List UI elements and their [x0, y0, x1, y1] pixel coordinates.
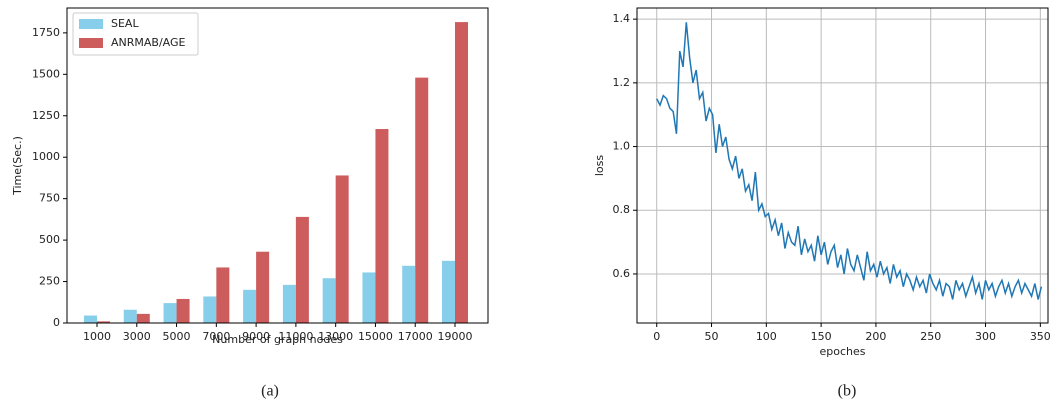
x-tick-label: 13000: [318, 330, 353, 343]
caption: (a): [261, 383, 279, 400]
legend-box: [72, 12, 199, 56]
x-tick-label: 200: [865, 330, 886, 343]
x-tick-label: 7000: [202, 330, 230, 343]
y-axis-label: loss: [593, 155, 606, 177]
x-tick-label: 300: [975, 330, 996, 343]
legend-swatch: [79, 38, 103, 48]
y-tick-label: 0: [53, 316, 60, 329]
bar: [295, 216, 309, 323]
x-tick-label: 9000: [242, 330, 270, 343]
bar: [362, 272, 376, 323]
bar: [216, 267, 230, 323]
x-tick-label: 350: [1030, 330, 1050, 343]
bar: [455, 22, 468, 324]
y-axis-label: Time(Sec.): [11, 136, 24, 196]
bar: [176, 298, 190, 323]
y-tick-label: 250: [39, 275, 60, 288]
x-tick-label: 5000: [163, 330, 191, 343]
x-tick-label: 250: [920, 330, 941, 343]
bar: [256, 251, 270, 323]
bar: [97, 321, 110, 323]
x-axis-label: epoches: [820, 345, 866, 358]
y-tick-label: 0.8: [613, 203, 631, 216]
bar: [136, 313, 150, 323]
y-tick-label: 1.2: [613, 76, 631, 89]
bar: [123, 309, 137, 323]
x-tick-label: 150: [811, 330, 832, 343]
x-tick-label: 0: [653, 330, 660, 343]
y-tick-label: 500: [39, 233, 60, 246]
bar: [442, 260, 455, 323]
bar: [415, 77, 429, 323]
bar: [243, 289, 257, 323]
x-tick-label: 19000: [438, 330, 473, 343]
x-tick-label: 17000: [398, 330, 433, 343]
bar: [335, 175, 349, 323]
bar: [163, 303, 177, 323]
legend-swatch: [79, 19, 103, 29]
bar: [322, 278, 336, 323]
y-tick-label: 1.4: [613, 12, 631, 25]
y-tick-label: 750: [39, 192, 60, 205]
bar: [203, 296, 217, 323]
x-tick-label: 100: [756, 330, 777, 343]
x-tick-label: 3000: [123, 330, 151, 343]
x-tick-label: 15000: [358, 330, 393, 343]
bar: [84, 315, 97, 323]
y-tick-label: 0.6: [613, 267, 631, 280]
y-tick-label: 1750: [32, 26, 60, 39]
x-axis-label: Number of graph nodes: [212, 333, 343, 346]
bar: [282, 284, 296, 323]
y-tick-label: 1000: [32, 150, 60, 163]
plot-frame: [636, 7, 1049, 324]
y-tick-label: 1250: [32, 109, 60, 122]
caption: (b): [838, 383, 857, 400]
x-tick-label: 11000: [278, 330, 313, 343]
legend-label: SEAL: [111, 17, 139, 30]
loss-line: [656, 22, 1043, 300]
bar: [375, 129, 389, 323]
plot-frame: [66, 7, 489, 324]
legend-label: ANRMAB/AGE: [111, 36, 186, 49]
y-tick-label: 1500: [32, 67, 60, 80]
x-tick-label: 1000: [83, 330, 111, 343]
x-tick-label: 50: [705, 330, 719, 343]
bar: [402, 265, 416, 323]
y-tick-label: 1.0: [613, 140, 631, 153]
